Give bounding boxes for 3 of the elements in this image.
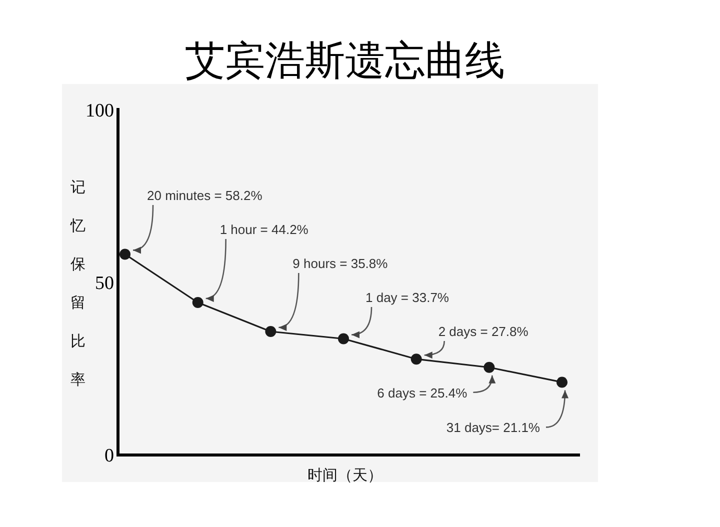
- xlabel: 时间（天）: [308, 467, 382, 484]
- ylabel: 记忆保留比率: [70, 179, 86, 388]
- title: 艾宾浩斯遗忘曲线: [185, 38, 505, 83]
